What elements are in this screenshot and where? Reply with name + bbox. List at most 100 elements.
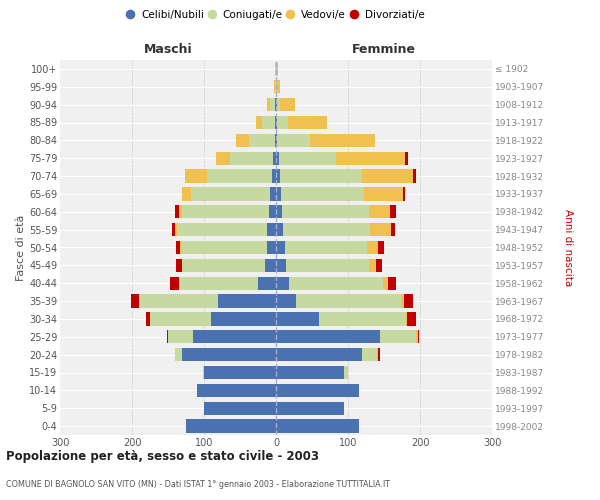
Bar [276,330,380,344]
Bar [176,241,179,254]
Bar [186,420,276,433]
Text: Femmine: Femmine [352,44,416,57]
Bar [401,294,404,308]
Bar [275,98,276,112]
Bar [383,276,388,290]
Bar [280,98,295,112]
Text: Popolazione per età, sesso e stato civile - 2003: Popolazione per età, sesso e stato civil… [6,450,319,463]
Bar [276,116,277,129]
Bar [279,152,337,165]
Bar [179,276,258,290]
Bar [178,223,268,236]
Bar [262,116,275,129]
Bar [369,205,391,218]
Bar [215,152,230,165]
Bar [276,134,277,147]
Bar [172,223,175,236]
Bar [280,170,362,183]
Bar [236,134,250,147]
Bar [416,330,418,344]
Bar [380,330,416,344]
Bar [250,134,275,147]
Bar [204,366,276,379]
Bar [276,62,277,76]
Bar [276,241,284,254]
Bar [276,258,286,272]
Bar [268,223,276,236]
Bar [191,187,270,200]
Bar [150,312,211,326]
Bar [406,312,407,326]
Bar [310,134,374,147]
Bar [258,276,276,290]
Legend: Celibi/Nubili, Coniugati/e, Vedovi/e, Divorziati/e: Celibi/Nubili, Coniugati/e, Vedovi/e, Di… [125,8,427,22]
Bar [182,348,276,362]
Y-axis label: Anni di nascita: Anni di nascita [563,209,574,286]
Bar [218,294,276,308]
Bar [276,402,344,415]
Bar [197,384,276,397]
Bar [378,348,380,362]
Bar [367,241,378,254]
Bar [182,258,265,272]
Bar [391,205,396,218]
Bar [276,170,280,183]
Bar [277,62,278,76]
Y-axis label: Fasce di età: Fasce di età [16,214,26,280]
Bar [277,116,287,129]
Bar [276,223,283,236]
Bar [176,258,182,272]
Bar [270,187,276,200]
Bar [182,187,191,200]
Bar [276,366,344,379]
Bar [378,241,384,254]
Bar [139,294,218,308]
Bar [388,276,395,290]
Bar [256,116,262,129]
Text: Maschi: Maschi [143,44,193,57]
Bar [281,187,364,200]
Bar [179,241,181,254]
Bar [146,312,150,326]
Bar [296,294,401,308]
Bar [204,402,276,415]
Bar [175,205,179,218]
Bar [407,312,416,326]
Bar [175,348,182,362]
Bar [287,116,327,129]
Bar [403,187,405,200]
Bar [277,134,310,147]
Bar [275,134,276,147]
Bar [376,258,382,272]
Bar [203,366,204,379]
Bar [377,348,378,362]
Bar [276,294,296,308]
Bar [275,116,276,129]
Bar [276,276,289,290]
Bar [167,330,168,344]
Bar [193,330,276,344]
Bar [404,294,413,308]
Bar [370,223,391,236]
Bar [276,384,359,397]
Bar [276,80,277,94]
Bar [337,152,405,165]
Bar [362,170,413,183]
Bar [211,312,276,326]
Bar [283,205,369,218]
Bar [276,205,283,218]
Bar [344,366,348,379]
Bar [179,205,182,218]
Bar [274,80,275,94]
Bar [268,98,269,112]
Bar [289,276,383,290]
Text: COMUNE DI BAGNOLO SAN VITO (MN) - Dati ISTAT 1° gennaio 2003 - Elaborazione TUTT: COMUNE DI BAGNOLO SAN VITO (MN) - Dati I… [6,480,390,489]
Bar [265,258,276,272]
Bar [185,170,207,183]
Bar [405,152,409,165]
Bar [275,62,276,76]
Bar [276,348,362,362]
Bar [269,205,276,218]
Bar [276,152,279,165]
Bar [369,258,376,272]
